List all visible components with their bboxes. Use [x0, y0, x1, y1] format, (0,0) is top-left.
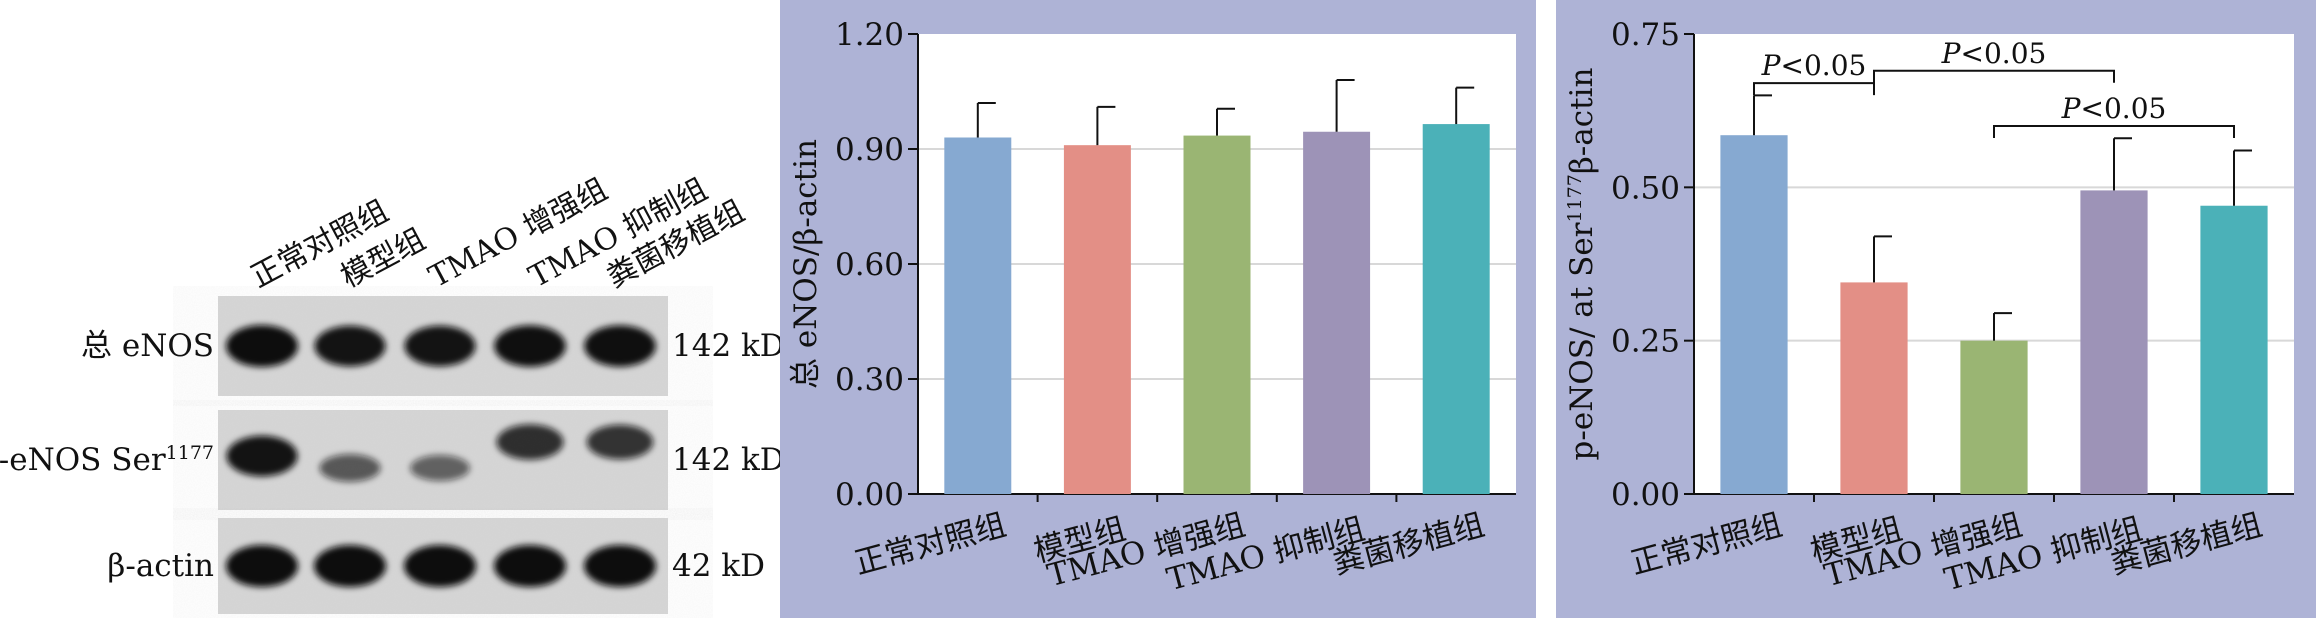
significance-bracket	[1873, 69, 2115, 83]
significance-label: P<0.05	[1761, 49, 1867, 82]
y-tick-label: 0.60	[835, 247, 904, 283]
y-tick-label: 0.30	[835, 362, 904, 398]
y-tick-label: 0.50	[1611, 170, 1680, 206]
y-tick-label: 1.20	[835, 17, 904, 53]
y-axis-label: 总 eNOS/β-actin	[788, 139, 824, 389]
bar	[1183, 135, 1251, 495]
y-tick-label: 0.00	[1611, 477, 1680, 513]
blot-band	[226, 325, 298, 367]
bar	[1720, 135, 1788, 494]
y-tick-label: 0.25	[1611, 324, 1680, 360]
blot-row-label: 总 eNOS	[81, 328, 214, 364]
blot-band	[410, 455, 470, 481]
y-tick-label: 0.90	[835, 132, 904, 168]
bar	[1960, 340, 2028, 494]
blot-molecular-size: 142 kD	[672, 442, 785, 478]
blot-molecular-size: 142 kD	[672, 328, 785, 364]
blot-band	[584, 545, 656, 587]
bar	[2080, 190, 2148, 494]
blot-band	[226, 435, 298, 477]
blot-band	[226, 545, 298, 587]
bar	[1303, 131, 1371, 494]
significance-label: P<0.05	[2061, 92, 2167, 125]
blot-band	[496, 424, 564, 460]
blot-molecular-size: 42 kD	[672, 548, 765, 584]
blot-row-label: β-actin	[107, 548, 214, 584]
y-axis-label: p-eNOS/ at Ser1177β-actin	[1564, 68, 1600, 461]
bar	[1422, 124, 1490, 494]
significance-bracket	[1753, 82, 1875, 96]
bar	[1840, 282, 1908, 494]
significance-bracket	[1993, 125, 2235, 138]
blot-band	[314, 325, 386, 367]
blot-band	[314, 545, 386, 587]
blot-band	[584, 325, 656, 367]
blot-row-label: p-eNOS Ser1177	[0, 442, 214, 478]
bar	[2200, 205, 2268, 494]
significance-label: P<0.05	[1941, 37, 2047, 70]
blot-band	[494, 325, 566, 367]
blot-band	[586, 424, 654, 460]
y-tick-label: 0.75	[1611, 17, 1680, 53]
y-tick-label: 0.00	[835, 477, 904, 513]
bar	[1063, 145, 1131, 494]
blot-band	[494, 545, 566, 587]
blot-band	[404, 545, 476, 587]
bar	[944, 137, 1012, 494]
blot-band	[404, 325, 476, 367]
blot-band	[319, 454, 381, 482]
